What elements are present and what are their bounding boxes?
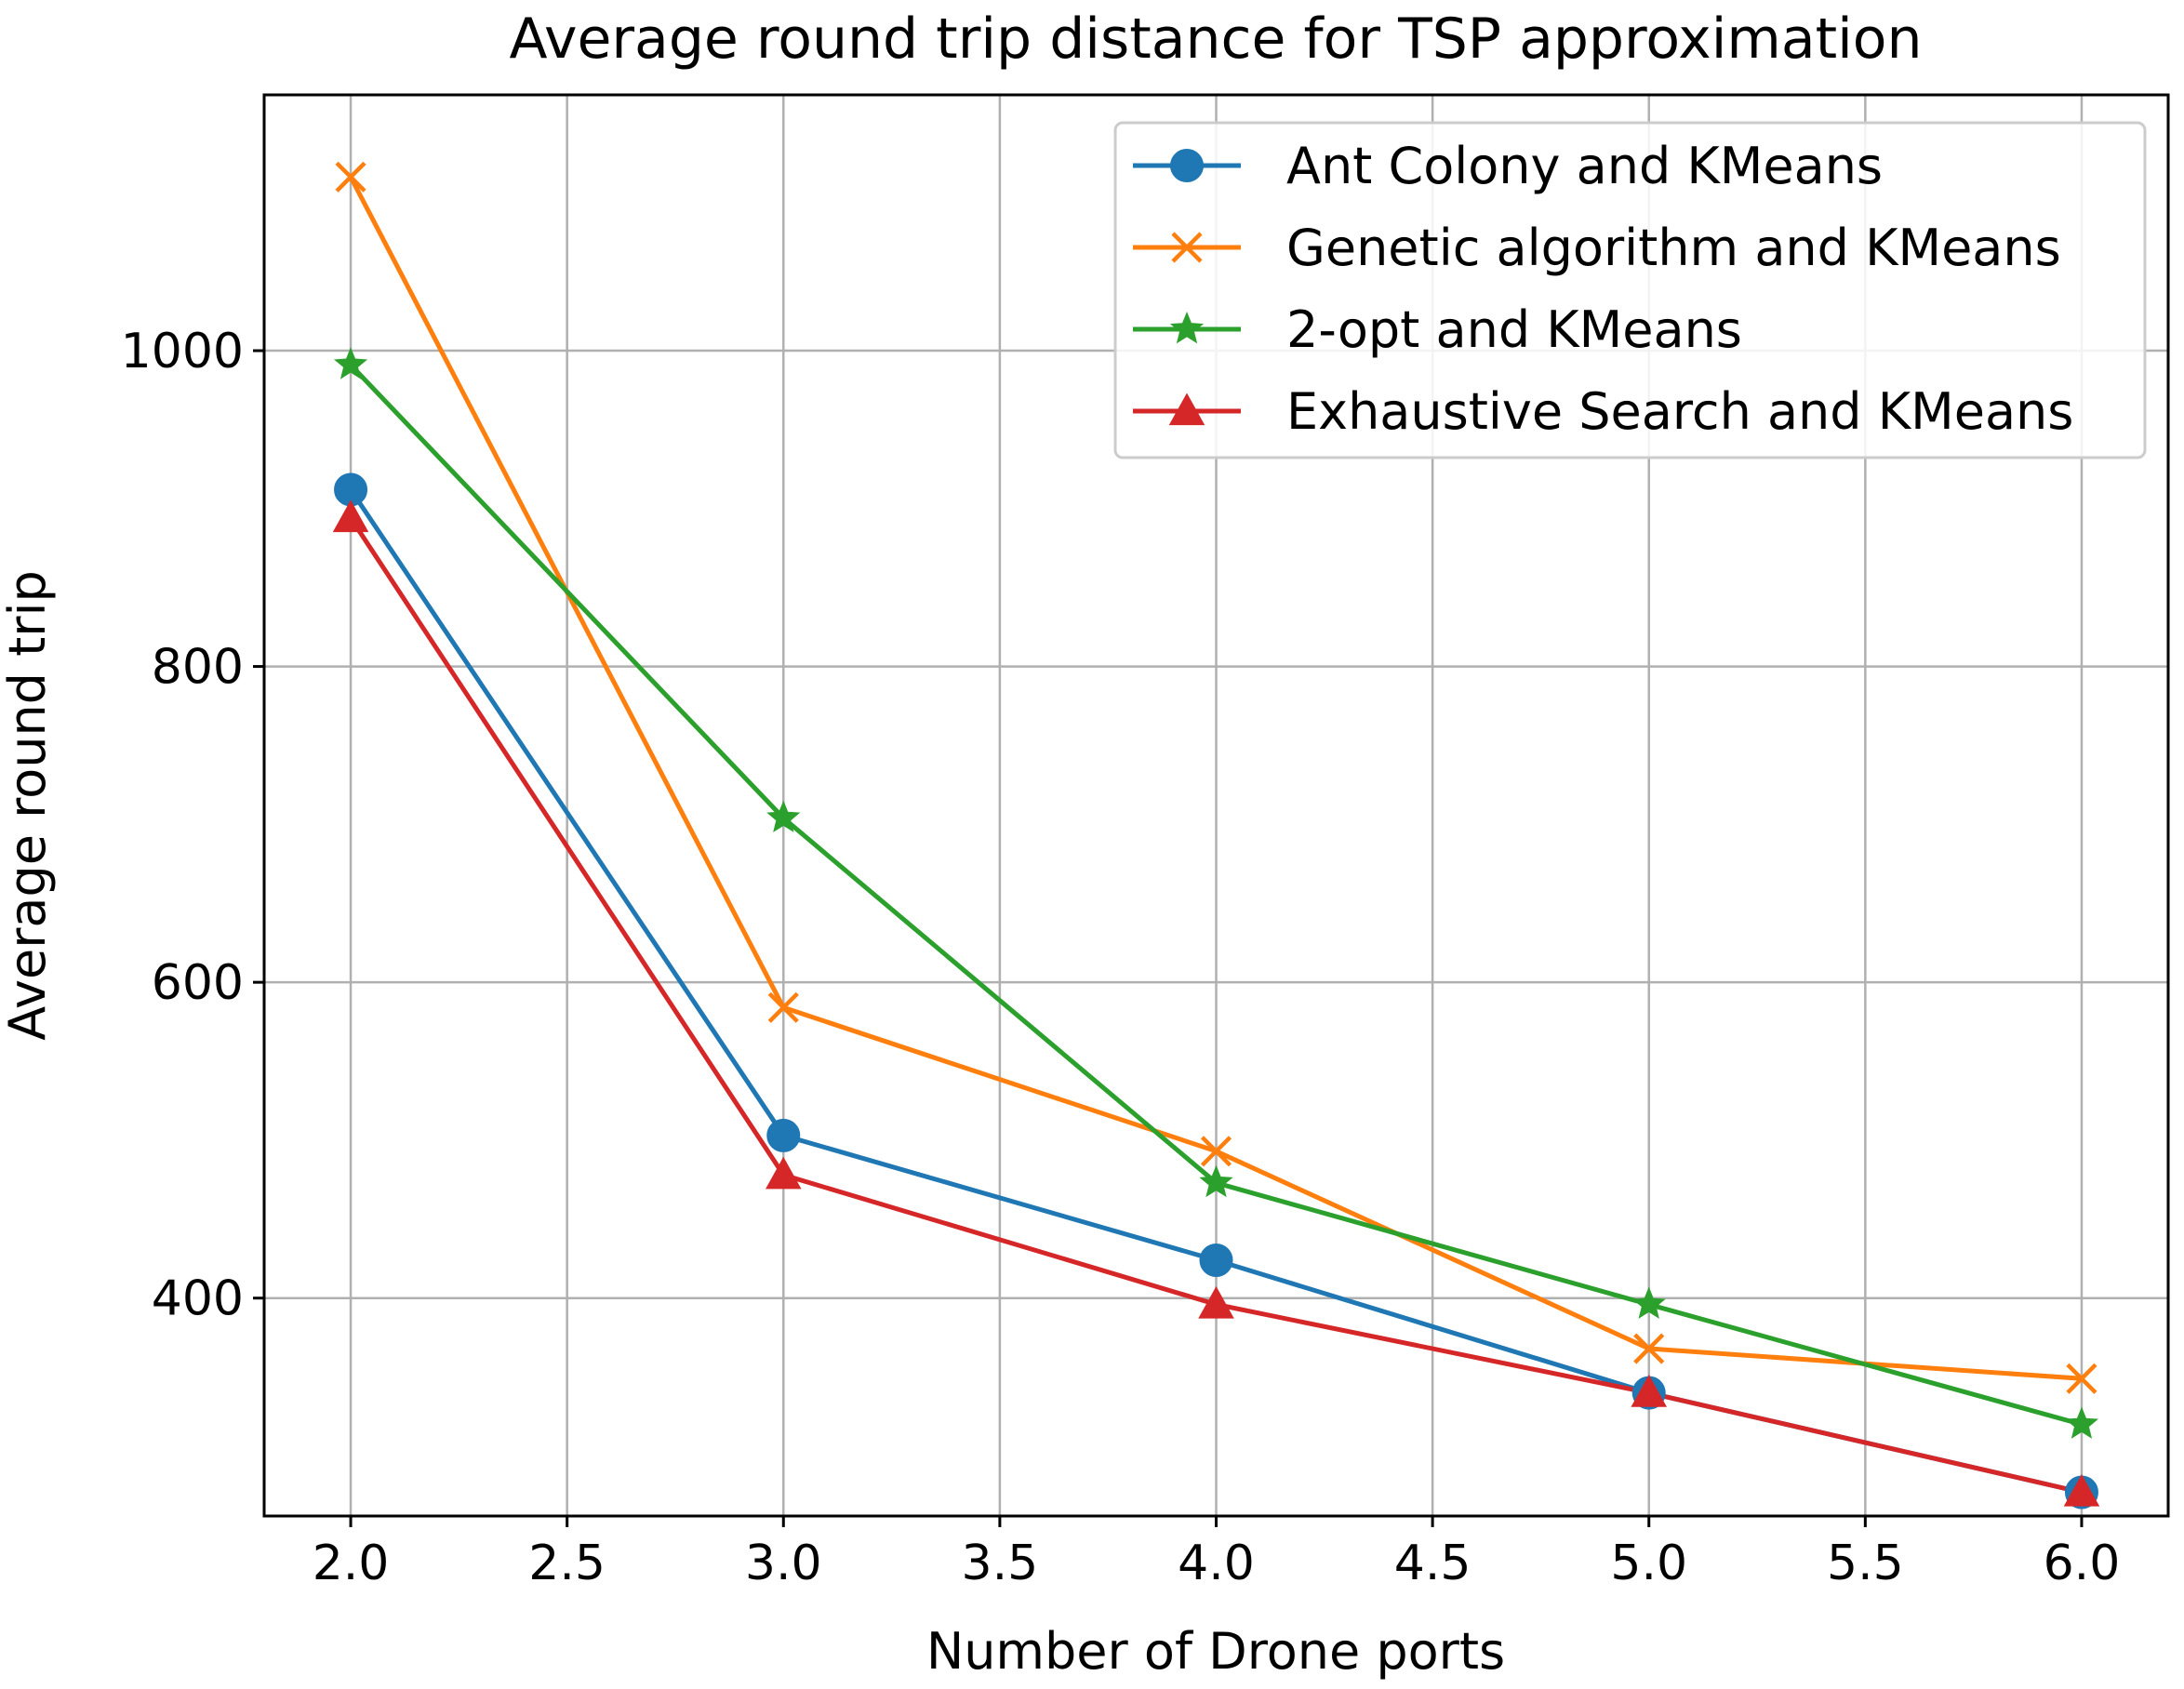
data-point [1631,1375,1668,1407]
data-point [332,499,369,533]
x-tick-label: 4.0 [1178,1536,1255,1591]
x-tick-label: 3.0 [745,1536,822,1591]
data-point [766,1118,801,1152]
data-point [1198,1285,1234,1319]
x-tick-label: 5.0 [1610,1536,1687,1591]
legend-entry: Genetic algorithm and KMeans [1286,219,2061,277]
y-tick-label: 1000 [121,324,244,379]
legend-swatch-marker [1171,232,1203,263]
y-tick-label: 600 [152,955,244,1011]
data-point [333,347,368,379]
x-tick-label: 4.5 [1394,1536,1472,1591]
y-tick-label: 400 [152,1271,244,1327]
data-point [2063,1473,2100,1507]
series-markers [332,161,2100,1509]
legend-entry: Exhaustive Search and KMeans [1286,382,2073,441]
legend-entry: Ant Colony and KMeans [1286,137,1883,195]
x-tick-label: 3.5 [962,1536,1039,1591]
data-point [1633,1333,1665,1364]
data-point [1200,1136,1232,1167]
data-point [765,1156,802,1190]
data-point [767,991,799,1023]
data-point [766,800,801,832]
legend-swatch-marker [1169,311,1205,344]
data-point [1631,1286,1666,1319]
x-axis-label: Number of Drone ports [926,1622,1505,1681]
legend-swatch-marker [1170,149,1204,182]
x-tick-label: 5.5 [1827,1536,1904,1591]
y-axis-label: Average round trip [0,570,57,1041]
data-point [335,161,366,193]
x-tick-label: 2.0 [313,1536,390,1591]
legend-frame [1113,121,2147,459]
x-axis-ticks: 2.0 2.5 3.0 3.5 4.0 4.5 5.0 5.5 6.0 [313,1516,2121,1591]
y-tick-label: 800 [152,640,244,696]
x-tick-label: 2.5 [528,1536,606,1591]
legend-swatch-marker [1168,392,1205,426]
data-point [2066,1363,2097,1394]
data-point [1199,1243,1233,1277]
x-tick-label: 6.0 [2044,1536,2121,1591]
legend: Ant Colony and KMeans Genetic algorithm a… [1113,121,2147,459]
data-point [2064,1406,2099,1439]
data-point [1199,1164,1233,1198]
y-axis-ticks: 400 600 800 1000 [121,324,264,1327]
legend-entry: 2-opt and KMeans [1286,300,1742,359]
chart-title: Average round trip distance for TSP appr… [509,7,1922,72]
